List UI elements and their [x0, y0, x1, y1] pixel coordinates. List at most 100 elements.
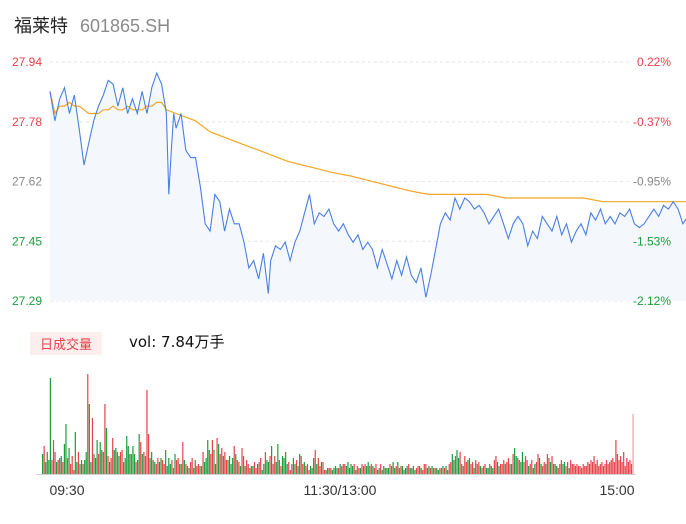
volume-bar: [205, 458, 207, 474]
volume-bar: [227, 460, 229, 474]
volume-bar: [624, 466, 626, 474]
volume-bar: [543, 462, 545, 474]
stock-code: 601865.SH: [80, 16, 171, 36]
volume-bar: [163, 464, 165, 474]
volume-bar: [194, 460, 196, 474]
x-tick-label: 15:00: [599, 482, 634, 498]
volume-bar: [193, 468, 195, 474]
volume-bar: [292, 458, 295, 474]
stock-name: 福莱特: [14, 16, 68, 37]
volume-bar: [110, 458, 112, 474]
volume-bar: [242, 456, 245, 474]
volume-bar: [378, 468, 380, 474]
volume-bar: [565, 466, 567, 474]
volume-bar: [556, 466, 558, 474]
volume-bar: [70, 464, 72, 474]
volume-bar: [54, 452, 56, 474]
volume-bar: [347, 462, 349, 474]
volume-bar: [630, 464, 633, 474]
volume-bar: [548, 458, 550, 474]
volume-bar: [350, 464, 352, 474]
x-tick-label: 09:30: [49, 482, 84, 498]
volume-bar: [154, 462, 156, 474]
volume-bar: [552, 464, 555, 474]
volume-bar: [518, 460, 520, 474]
volume-bar: [484, 464, 486, 474]
volume-bar: [300, 456, 302, 474]
volume-bar: [76, 462, 78, 474]
volume-bar: [414, 470, 416, 474]
volume-bar: [218, 444, 220, 474]
volume-bar: [595, 464, 597, 474]
volume-bar: [450, 462, 452, 474]
volume-bar: [493, 460, 495, 474]
volume-bar: [465, 462, 467, 474]
volume-bar: [613, 462, 615, 474]
volume-bar: [283, 458, 285, 474]
volume-bar: [90, 462, 92, 474]
volume-bar: [581, 468, 583, 474]
volume-bar: [380, 464, 382, 474]
volume-bar: [269, 456, 271, 474]
volume-bar: [137, 460, 139, 474]
volume-bar: [87, 374, 89, 474]
volume-bar: [199, 466, 201, 474]
volume-bar: [345, 466, 347, 474]
volume-bar: [459, 452, 461, 474]
volume-bar: [415, 468, 418, 474]
volume-bar: [510, 464, 513, 474]
volume-bar: [560, 460, 562, 474]
volume-bar: [557, 468, 559, 474]
volume-bar: [507, 458, 510, 474]
volume-bar: [46, 452, 48, 474]
volume-bar: [230, 464, 232, 474]
volume-bar: [582, 464, 584, 474]
volume-bar: [367, 462, 369, 474]
volume-bar: [96, 440, 98, 474]
volume-bar: [59, 458, 61, 474]
volume-bar: [348, 468, 351, 474]
volume-bar: [221, 448, 223, 474]
volume-bar: [180, 464, 182, 474]
volume-bar: [43, 446, 45, 474]
volume-bar: [408, 464, 410, 474]
y-tick-label: 27.29: [12, 294, 42, 308]
volume-bar: [454, 456, 457, 474]
volume-bar: [68, 448, 70, 474]
volume-bar: [626, 458, 628, 474]
volume-bar: [461, 464, 463, 474]
volume-bar: [445, 466, 447, 474]
volume-bar: [447, 470, 449, 474]
volume-bar: [397, 462, 399, 474]
volume-bar: [394, 468, 396, 474]
volume-bar: [353, 464, 355, 474]
volume-bar: [113, 450, 115, 474]
volume-bar: [487, 468, 489, 474]
volume-bar: [520, 462, 522, 474]
volume-bar: [574, 466, 576, 474]
volume-bar: [545, 464, 547, 474]
volume-bar: [79, 464, 81, 474]
volume-bar: [275, 462, 277, 474]
volume-badge[interactable]: 日成交量: [30, 332, 103, 355]
volume-bar: [422, 470, 424, 474]
volume-bar: [417, 466, 419, 474]
volume-bar: [214, 464, 217, 474]
volume-bar: [596, 460, 598, 474]
volume-bar: [434, 468, 436, 474]
volume-bar: [440, 468, 443, 474]
volume-bar: [253, 462, 256, 474]
volume-bar: [119, 452, 122, 474]
volume-bar: [384, 468, 386, 474]
volume-bar: [149, 458, 151, 474]
volume-bar: [532, 468, 534, 474]
y-tick-label: 27.94: [12, 55, 42, 69]
volume-bar: [171, 460, 173, 474]
volume-bar: [442, 466, 444, 474]
volume-bar: [225, 460, 228, 474]
volume-bar: [601, 462, 603, 474]
volume-bar: [549, 462, 552, 474]
volume-bar: [130, 454, 132, 474]
volume-bar: [607, 464, 609, 474]
volume-bar: [476, 464, 478, 474]
